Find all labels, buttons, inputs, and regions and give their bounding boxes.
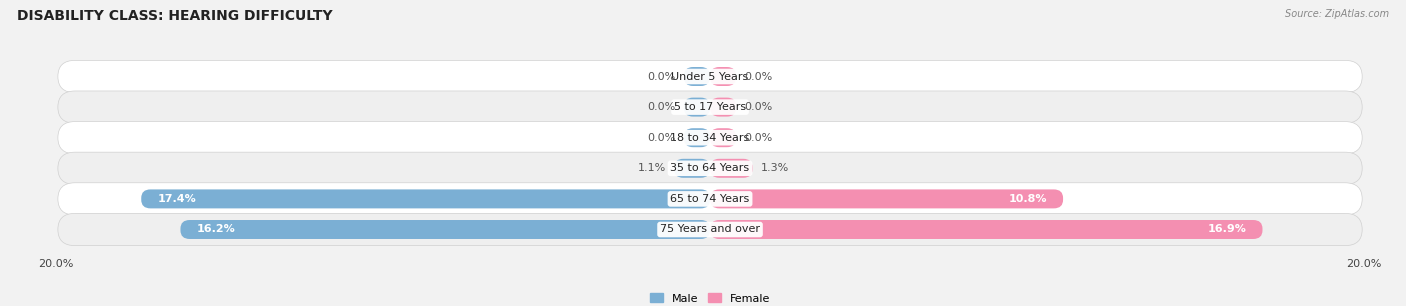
FancyBboxPatch shape	[710, 220, 1263, 239]
Text: 10.8%: 10.8%	[1008, 194, 1046, 204]
FancyBboxPatch shape	[141, 189, 710, 208]
Text: Source: ZipAtlas.com: Source: ZipAtlas.com	[1285, 9, 1389, 19]
Text: 0.0%: 0.0%	[647, 133, 676, 143]
Text: 18 to 34 Years: 18 to 34 Years	[671, 133, 749, 143]
FancyBboxPatch shape	[58, 183, 1362, 215]
Text: 35 to 64 Years: 35 to 64 Years	[671, 163, 749, 173]
Text: 75 Years and over: 75 Years and over	[659, 225, 761, 234]
Text: Under 5 Years: Under 5 Years	[672, 72, 748, 81]
FancyBboxPatch shape	[673, 159, 710, 178]
FancyBboxPatch shape	[683, 128, 710, 147]
FancyBboxPatch shape	[58, 91, 1362, 123]
FancyBboxPatch shape	[710, 67, 737, 86]
Text: 0.0%: 0.0%	[744, 102, 773, 112]
Text: 17.4%: 17.4%	[157, 194, 197, 204]
FancyBboxPatch shape	[683, 67, 710, 86]
Text: 16.2%: 16.2%	[197, 225, 236, 234]
FancyBboxPatch shape	[710, 98, 737, 117]
FancyBboxPatch shape	[710, 128, 737, 147]
FancyBboxPatch shape	[58, 60, 1362, 93]
Text: 16.9%: 16.9%	[1208, 225, 1246, 234]
FancyBboxPatch shape	[180, 220, 710, 239]
Text: 1.1%: 1.1%	[638, 163, 666, 173]
Text: 0.0%: 0.0%	[647, 102, 676, 112]
Text: 0.0%: 0.0%	[647, 72, 676, 81]
Text: 65 to 74 Years: 65 to 74 Years	[671, 194, 749, 204]
FancyBboxPatch shape	[58, 213, 1362, 246]
FancyBboxPatch shape	[710, 159, 752, 178]
Text: 1.3%: 1.3%	[761, 163, 789, 173]
FancyBboxPatch shape	[58, 121, 1362, 154]
FancyBboxPatch shape	[710, 189, 1063, 208]
Legend: Male, Female: Male, Female	[645, 289, 775, 306]
Text: DISABILITY CLASS: HEARING DIFFICULTY: DISABILITY CLASS: HEARING DIFFICULTY	[17, 9, 332, 23]
Text: 0.0%: 0.0%	[744, 72, 773, 81]
FancyBboxPatch shape	[683, 98, 710, 117]
FancyBboxPatch shape	[58, 152, 1362, 185]
Text: 0.0%: 0.0%	[744, 133, 773, 143]
Text: 5 to 17 Years: 5 to 17 Years	[673, 102, 747, 112]
